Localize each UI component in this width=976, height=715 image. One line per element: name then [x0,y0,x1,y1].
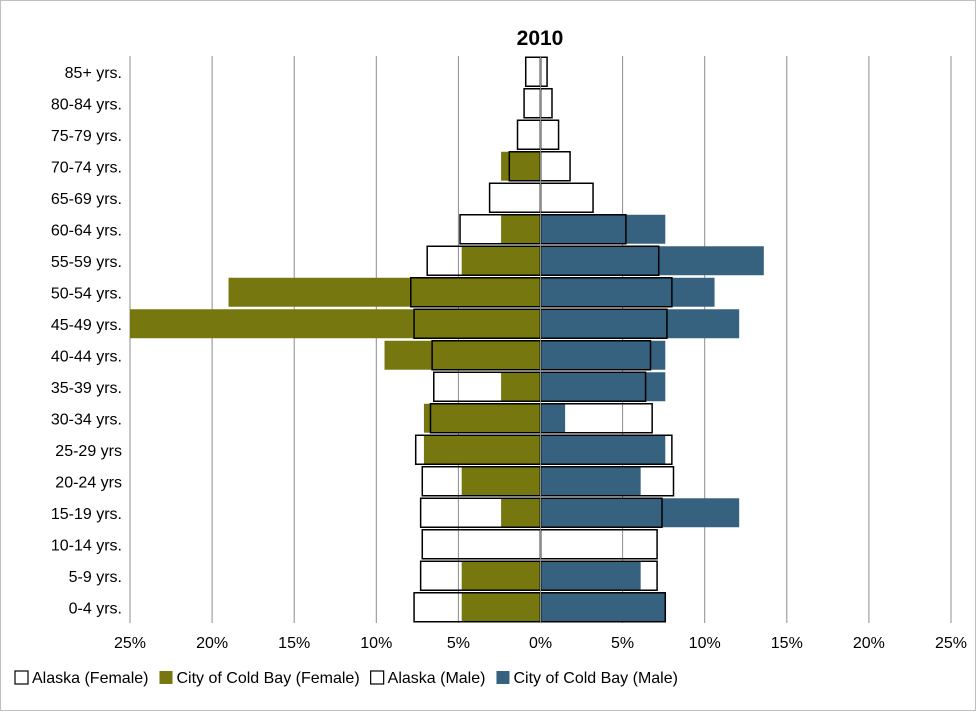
x-tick-label: 15% [771,635,803,652]
legend-swatch-alaska-male [370,670,385,685]
y-tick-label: 0-4 yrs. [69,600,122,617]
outline-bars [410,56,675,623]
bar-city-of-cold-bay-female-70-74-yrs [501,151,541,181]
y-tick-label: 45-49 yrs. [51,317,122,334]
x-tick-label: 20% [853,635,885,652]
bar-city-of-cold-bay-male-5-9-yrs [540,561,641,591]
legend-label-alaska-male: Alaska (Male) [388,670,486,687]
y-tick-label: 10-14 yrs. [51,537,122,554]
x-tick-label: 15% [278,635,310,652]
y-tick-label: 65-69 yrs. [51,191,122,208]
y-tick-label: 75-79 yrs. [51,128,122,145]
y-tick-label: 60-64 yrs. [51,222,122,239]
bar-alaska-male-85-yrs [539,56,548,87]
x-tick-label: 20% [196,635,228,652]
legend-label-city-of-cold-bay-male: City of Cold Bay (Male) [513,670,678,687]
y-tick-label: 85+ yrs. [65,65,122,82]
bar-alaska-male-75-79-yrs [539,119,560,150]
bar-alaska-female-85-yrs [524,56,542,87]
y-tick-label: 25-29 yrs [55,443,122,460]
bar-alaska-male-80-84-yrs [539,88,553,119]
bar-city-of-cold-bay-female-50-54-yrs [228,277,541,307]
bar-city-of-cold-bay-female-55-59-yrs [461,246,541,276]
bar-alaska-male-70-74-yrs [539,151,571,182]
bar-city-of-cold-bay-female-5-9-yrs [461,561,541,591]
chart-title: 2010 [517,27,564,50]
y-tick-label: 40-44 yrs. [51,348,122,365]
y-tick-label: 80-84 yrs. [51,96,122,113]
y-tick-label: 20-24 yrs [55,474,122,491]
y-axis-labels: 0-4 yrs. 5-9 yrs. 10-14 yrs. 15-19 yrs. 20-2… [51,65,122,618]
legend-label-city-of-cold-bay-female: City of Cold Bay (Female) [176,670,359,687]
filled-bars [130,151,764,622]
bar-city-of-cold-bay-female-40-44-yrs [384,340,541,370]
bar-alaska-male-10-14-yrs [539,529,658,560]
bar-city-of-cold-bay-female-30-34-yrs [423,403,541,433]
bar-city-of-cold-bay-male-30-34-yrs [540,403,566,433]
bar-city-of-cold-bay-female-45-49-yrs [130,309,541,339]
x-tick-label: 0% [529,635,552,652]
legend-swatch-city-of-cold-bay-male [496,671,510,684]
y-tick-label: 35-39 yrs. [51,380,122,397]
y-tick-label: 5-9 yrs. [69,569,122,586]
bar-alaska-female-65-69-yrs [488,182,542,213]
bar-city-of-cold-bay-male-35-39-yrs [540,372,666,402]
x-tick-label: 5% [611,635,634,652]
bar-alaska-female-80-84-yrs [523,88,542,119]
x-tick-label: 10% [689,635,721,652]
bar-city-of-cold-bay-female-15-19-yrs [501,498,541,528]
bar-city-of-cold-bay-male-25-29-yrs [540,435,666,465]
bar-city-of-cold-bay-female-0-4-yrs [461,592,541,622]
x-tick-label: 10% [360,635,392,652]
bar-city-of-cold-bay-male-0-4-yrs [540,592,666,622]
bar-city-of-cold-bay-male-50-54-yrs [540,277,715,307]
x-axis-labels: 25% 20% 15% 10% 5% 0% 5% 10% 15% 20% 25% [114,635,967,652]
bar-city-of-cold-bay-male-60-64-yrs [540,214,666,244]
bar-city-of-cold-bay-female-20-24-yrs [461,466,541,496]
bar-city-of-cold-bay-female-35-39-yrs [501,372,541,402]
legend-swatch-alaska-female [14,670,29,685]
legend-label-alaska-female: Alaska (Female) [32,670,148,687]
y-tick-label: 55-59 yrs. [51,254,122,271]
y-tick-label: 70-74 yrs. [51,159,122,176]
x-tick-label: 25% [935,635,967,652]
y-tick-label: 15-19 yrs. [51,506,122,523]
bar-city-of-cold-bay-male-40-44-yrs [540,340,666,370]
bar-city-of-cold-bay-female-25-29-yrs [423,435,541,465]
y-tick-label: 30-34 yrs. [51,411,122,428]
bar-city-of-cold-bay-male-55-59-yrs [540,246,764,276]
bar-alaska-female-75-79-yrs [516,119,542,150]
y-tick-label: 50-54 yrs. [51,285,122,302]
bar-alaska-male-65-69-yrs [539,182,594,213]
legend: Alaska (Female) City of Cold Bay (Female)… [14,670,678,687]
bar-city-of-cold-bay-male-20-24-yrs [540,466,641,496]
bar-alaska-female-10-14-yrs [421,529,542,560]
bar-city-of-cold-bay-male-45-49-yrs [540,309,740,339]
legend-swatch-city-of-cold-bay-female [159,671,173,684]
x-tick-label: 5% [447,635,470,652]
bar-city-of-cold-bay-male-15-19-yrs [540,498,740,528]
bar-city-of-cold-bay-female-60-64-yrs [501,214,541,244]
x-tick-label: 25% [114,635,146,652]
